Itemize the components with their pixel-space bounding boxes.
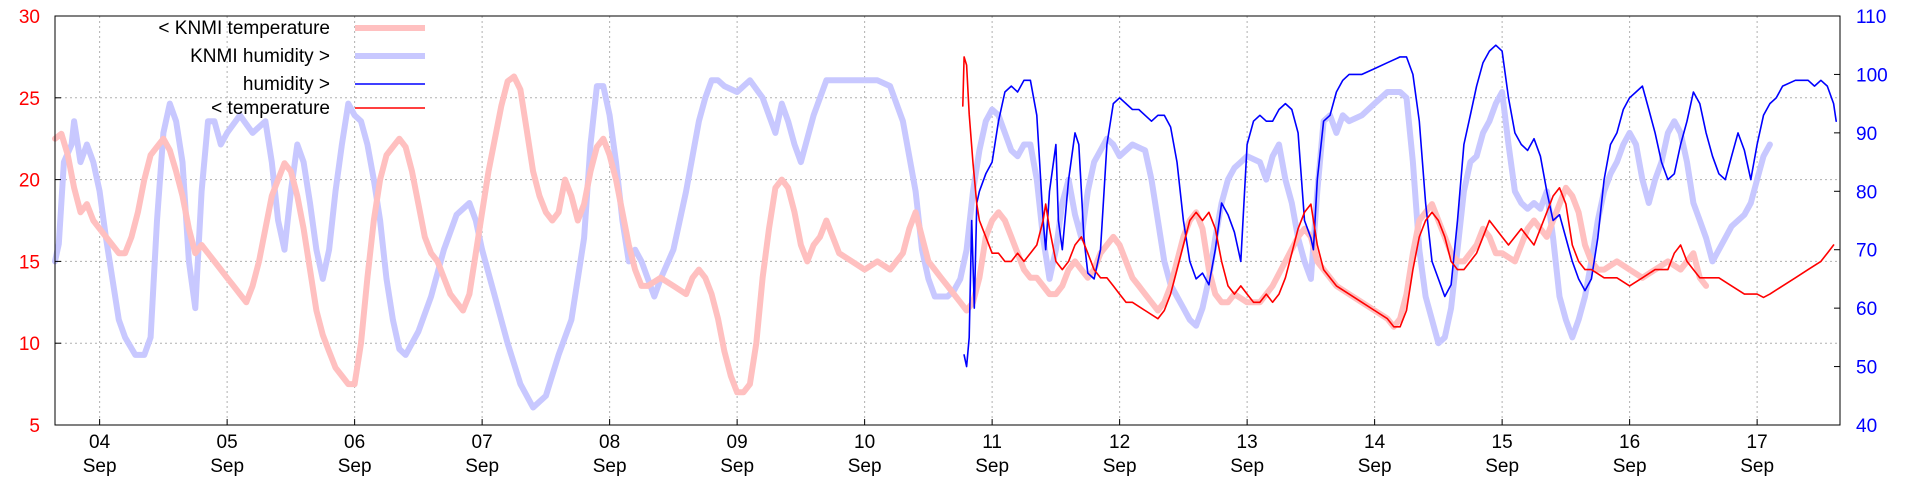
x-axis-tick-month: Sep xyxy=(1103,456,1137,477)
x-axis-tick-day: 11 xyxy=(982,432,1002,453)
x-axis-tick-day: 15 xyxy=(1492,432,1513,453)
left-axis-tick-label: 5 xyxy=(29,416,40,437)
x-axis-tick-month: Sep xyxy=(1230,456,1264,477)
right-axis-tick-label: 110 xyxy=(1856,7,1886,28)
x-axis-tick-month: Sep xyxy=(848,456,882,477)
legend: < KNMI temperature KNMI humidity > humidit… xyxy=(158,18,425,119)
right-axis-tick-label: 40 xyxy=(1856,416,1877,437)
right-axis-tick-label: 60 xyxy=(1856,299,1877,320)
x-axis-tick-day: 07 xyxy=(472,432,493,453)
x-axis-tick-day: 17 xyxy=(1747,432,1768,453)
series-line-knmi-humidity xyxy=(52,77,1773,411)
x-axis-tick-month: Sep xyxy=(1358,456,1392,477)
x-axis-tick-month: Sep xyxy=(465,456,499,477)
grid xyxy=(55,16,1840,425)
legend-label-knmi-humidity: KNMI humidity > xyxy=(190,46,330,67)
x-axis-tick-month: Sep xyxy=(210,456,244,477)
x-axis-tick-day: 06 xyxy=(344,432,365,453)
left-axis-tick-label: 20 xyxy=(19,171,40,192)
x-axis-tick-day: 05 xyxy=(217,432,238,453)
x-axis-tick-month: Sep xyxy=(1740,456,1774,477)
right-axis-tick-label: 70 xyxy=(1856,241,1877,262)
right-axis-tick-label: 50 xyxy=(1856,358,1877,379)
x-axis-tick-day: 10 xyxy=(854,432,875,453)
left-axis-tick-label: 25 xyxy=(19,89,40,110)
right-axis: 40 50 60 70 80 90 100 110 xyxy=(1834,7,1888,437)
plot-frame xyxy=(54,15,1841,426)
x-axis-tick-day: 08 xyxy=(599,432,620,453)
series-layer xyxy=(52,44,1837,411)
legend-label-temperature: < temperature xyxy=(211,98,330,119)
x-axis-tick-month: Sep xyxy=(593,456,627,477)
x-axis: 04 Sep 05 Sep 06 Sep 07 Sep 08 Sep 09 Sep 10 Sep 11 Sep… xyxy=(83,419,1774,477)
left-axis: 5 10 15 20 25 30 xyxy=(19,7,61,437)
x-axis-tick-day: 14 xyxy=(1364,432,1386,453)
legend-label-knmi-temperature: < KNMI temperature xyxy=(158,18,330,39)
legend-label-humidity: humidity > xyxy=(243,74,330,95)
x-axis-tick-day: 04 xyxy=(89,432,111,453)
left-axis-tick-label: 10 xyxy=(19,334,40,355)
x-axis-tick-day: 16 xyxy=(1619,432,1640,453)
x-axis-tick-day: 12 xyxy=(1109,432,1130,453)
x-axis-tick-month: Sep xyxy=(83,456,117,477)
right-axis-tick-label: 90 xyxy=(1856,124,1877,145)
x-axis-tick-month: Sep xyxy=(975,456,1009,477)
left-axis-tick-label: 30 xyxy=(19,7,40,28)
x-axis-tick-day: 13 xyxy=(1237,432,1258,453)
series-line-temperature xyxy=(962,56,1835,328)
series-line-humidity xyxy=(963,44,1837,368)
right-axis-tick-label: 80 xyxy=(1856,182,1877,203)
series-line-knmi-temperature xyxy=(52,73,1710,396)
x-axis-tick-day: 09 xyxy=(727,432,748,453)
x-axis-tick-month: Sep xyxy=(1613,456,1647,477)
right-axis-tick-label: 100 xyxy=(1856,65,1888,86)
x-axis-tick-month: Sep xyxy=(720,456,754,477)
x-axis-tick-month: Sep xyxy=(338,456,372,477)
left-axis-tick-label: 15 xyxy=(19,252,40,273)
x-axis-tick-month: Sep xyxy=(1485,456,1519,477)
